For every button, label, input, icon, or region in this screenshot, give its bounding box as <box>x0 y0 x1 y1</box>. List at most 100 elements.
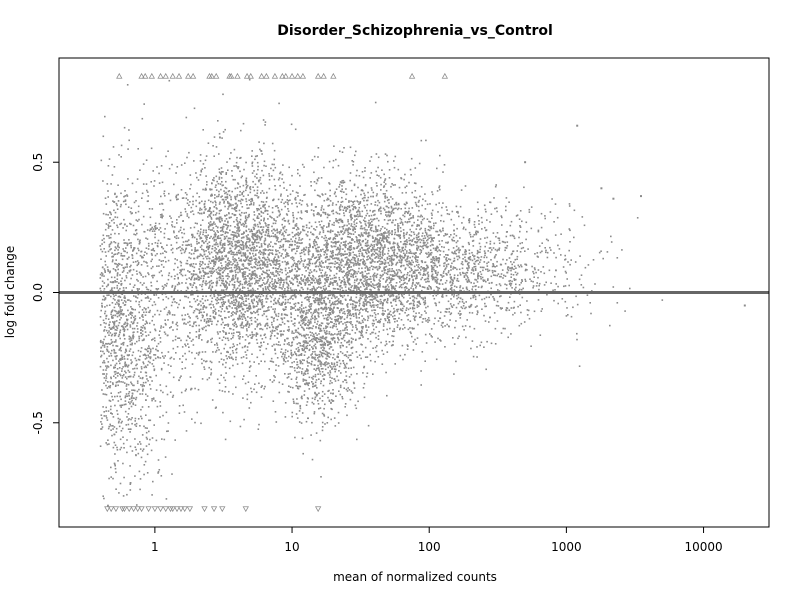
data-point <box>319 363 321 365</box>
data-point <box>218 260 220 262</box>
data-point <box>334 358 336 361</box>
data-point <box>292 236 294 238</box>
data-point <box>99 287 102 290</box>
data-point <box>138 249 140 252</box>
data-point <box>311 289 313 291</box>
data-point <box>219 259 221 261</box>
data-point <box>227 265 229 267</box>
data-point <box>242 313 245 315</box>
data-point <box>286 377 289 379</box>
data-point <box>115 362 118 365</box>
data-point <box>163 236 166 239</box>
data-point <box>285 189 288 191</box>
data-point <box>223 247 226 250</box>
data-point <box>218 314 220 317</box>
data-point <box>161 438 163 440</box>
data-point <box>256 310 258 313</box>
data-point <box>103 288 106 290</box>
data-point <box>270 167 272 170</box>
data-point <box>344 313 346 315</box>
data-point <box>267 324 269 327</box>
data-point <box>212 214 215 216</box>
data-point <box>142 448 145 450</box>
data-point <box>241 263 244 266</box>
data-point <box>276 205 278 207</box>
data-point <box>107 294 110 296</box>
data-point <box>140 328 142 331</box>
data-point <box>283 317 286 319</box>
data-point <box>268 179 271 181</box>
data-point <box>249 278 252 281</box>
data-point <box>131 417 133 419</box>
data-point <box>178 412 181 414</box>
data-point <box>257 313 260 316</box>
data-point <box>106 387 109 389</box>
data-point <box>327 323 329 326</box>
data-point <box>209 210 211 212</box>
data-point <box>263 305 265 307</box>
data-point <box>111 229 114 231</box>
data-point <box>105 410 107 412</box>
data-point <box>139 441 141 443</box>
data-point <box>189 264 191 266</box>
data-point <box>208 286 211 288</box>
data-point <box>221 282 223 284</box>
data-point <box>317 312 320 314</box>
data-point <box>208 281 210 284</box>
data-point <box>131 254 134 257</box>
data-point <box>215 323 218 326</box>
data-point <box>203 206 206 209</box>
data-point <box>103 275 105 277</box>
data-point <box>291 411 294 414</box>
data-point <box>329 304 332 307</box>
data-point <box>321 295 323 297</box>
data-point <box>234 240 236 243</box>
data-point <box>148 245 150 247</box>
data-point <box>132 250 134 252</box>
data-point <box>105 223 108 225</box>
data-point <box>295 331 297 333</box>
data-point <box>111 395 113 398</box>
data-point <box>142 319 144 321</box>
data-point <box>158 469 161 471</box>
data-point <box>203 359 205 362</box>
data-point <box>310 311 312 314</box>
data-point <box>132 368 134 370</box>
data-point <box>261 299 264 301</box>
data-point <box>103 241 106 244</box>
data-point <box>334 320 337 323</box>
data-point <box>266 191 268 194</box>
data-point <box>265 197 268 199</box>
data-point <box>306 347 308 350</box>
data-point <box>235 311 238 313</box>
data-point <box>328 312 331 314</box>
data-point <box>266 272 269 275</box>
data-point <box>326 422 329 424</box>
data-point <box>290 295 293 298</box>
data-point <box>135 398 137 401</box>
data-point <box>248 207 250 209</box>
data-point <box>247 307 250 309</box>
data-point <box>213 236 215 239</box>
data-point <box>201 298 204 300</box>
data-point <box>204 351 207 353</box>
data-point <box>153 323 155 326</box>
data-point <box>271 175 273 177</box>
data-point <box>283 217 285 220</box>
data-point <box>263 277 266 279</box>
data-point <box>295 289 297 291</box>
data-point <box>144 348 147 350</box>
data-point <box>263 240 266 242</box>
data-point <box>230 249 233 252</box>
data-point <box>149 298 152 300</box>
data-point <box>237 232 239 235</box>
data-point <box>185 323 187 325</box>
data-point <box>255 263 257 265</box>
data-point <box>220 251 222 254</box>
data-point <box>227 323 230 326</box>
data-point <box>255 281 258 284</box>
data-point <box>126 395 129 397</box>
data-point <box>131 422 133 425</box>
data-point <box>256 342 259 344</box>
data-point <box>190 263 193 265</box>
